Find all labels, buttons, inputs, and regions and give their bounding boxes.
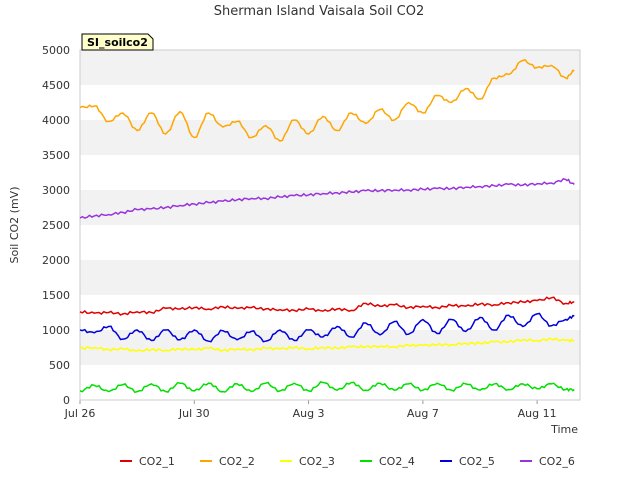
grid-band bbox=[80, 120, 580, 155]
x-tick-label: Jul 30 bbox=[178, 407, 210, 420]
legend: CO2_1 CO2_2 CO2_3 CO2_4 CO2_5 CO2_6 bbox=[120, 455, 575, 468]
legend-label: CO2_1 bbox=[139, 455, 175, 468]
y-tick-label: 5000 bbox=[42, 44, 70, 57]
badge-box bbox=[81, 33, 154, 51]
badge: SI_soilco2 bbox=[81, 33, 154, 51]
y-tick-labels: 0 500 1000 1500 2000 2500 3000 3500 4000 4500 5000 bbox=[42, 44, 70, 407]
x-tick-label: Aug 7 bbox=[407, 407, 439, 420]
y-tick-label: 3500 bbox=[42, 149, 70, 162]
grid-band bbox=[80, 85, 580, 120]
series-line-co2-6 bbox=[79, 177, 575, 219]
y-tick-label: 3000 bbox=[42, 184, 70, 197]
grid-band bbox=[80, 225, 580, 260]
series-line-co2-3 bbox=[79, 337, 575, 353]
series-line-co2-1 bbox=[79, 296, 575, 316]
grid-band bbox=[80, 365, 580, 400]
y-tick-label: 1000 bbox=[42, 324, 70, 337]
x-tick-label: Jul 26 bbox=[64, 407, 96, 420]
x-tick-label: Aug 3 bbox=[293, 407, 325, 420]
grid-band bbox=[80, 190, 580, 225]
y-tick-label: 2500 bbox=[42, 219, 70, 232]
y-tick-label: 0 bbox=[63, 394, 70, 407]
grid-band bbox=[80, 260, 580, 295]
series-lines bbox=[79, 58, 575, 394]
series-line-co2-5 bbox=[79, 312, 575, 343]
grid-bands bbox=[80, 50, 580, 400]
badge-label: SI_soilco2 bbox=[87, 36, 148, 49]
x-tick-label: Aug 11 bbox=[518, 407, 557, 420]
y-tick-label: 500 bbox=[49, 359, 70, 372]
y-tick-label: 4000 bbox=[42, 114, 70, 127]
y-axis-title: Soil CO2 (mV) bbox=[8, 187, 21, 264]
legend-label: CO2_3 bbox=[299, 455, 335, 468]
legend-label: CO2_2 bbox=[219, 455, 255, 468]
series-line-co2-4 bbox=[79, 381, 575, 394]
grid-band bbox=[80, 155, 580, 190]
y-tick-label: 4500 bbox=[42, 79, 70, 92]
series-line-co2-2 bbox=[79, 58, 575, 142]
legend-label: CO2_4 bbox=[379, 455, 415, 468]
x-axis-title: Time bbox=[550, 423, 578, 436]
plot-frame bbox=[79, 49, 581, 401]
y-tick-label: 1500 bbox=[42, 289, 70, 302]
legend-label: CO2_6 bbox=[539, 455, 575, 468]
chart-title: Sherman Island Vaisala Soil CO2 bbox=[214, 4, 424, 19]
y-tick-label: 2000 bbox=[42, 254, 70, 267]
grid-band bbox=[80, 295, 580, 330]
legend-label: CO2_5 bbox=[459, 455, 495, 468]
x-tick-labels: Jul 26 Jul 30 Aug 3 Aug 7 Aug 11 bbox=[64, 400, 557, 420]
grid-band bbox=[80, 50, 580, 85]
